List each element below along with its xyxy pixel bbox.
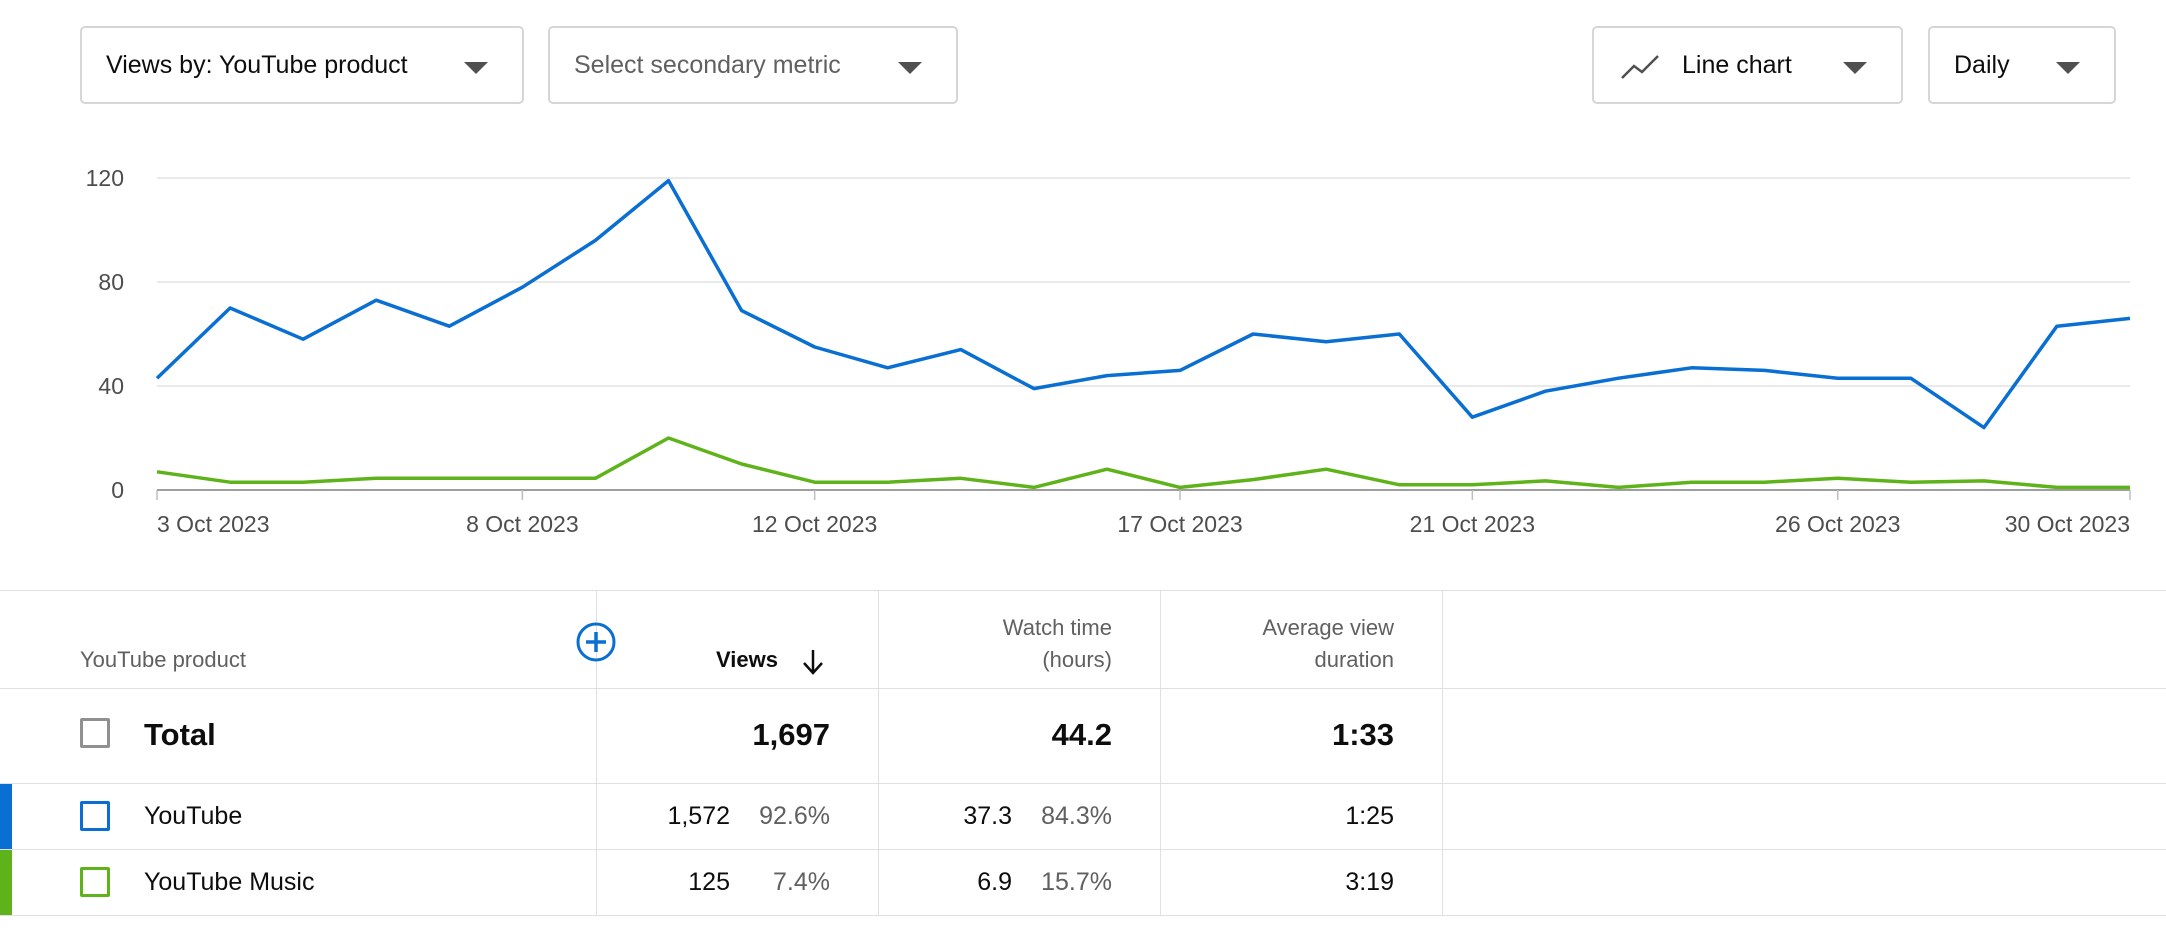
- youtube-music-avg-duration: 3:19: [1345, 868, 1394, 896]
- avg-duration-header-line2: duration: [1314, 647, 1394, 672]
- secondary-metric-placeholder: Select secondary metric: [574, 50, 841, 79]
- column-divider: [596, 590, 597, 916]
- youtube-checkbox[interactable]: [80, 801, 110, 831]
- youtube-music-watch-time-pct: 15.7%: [1041, 868, 1112, 896]
- watch-time-header[interactable]: Watch time (hours): [1003, 612, 1112, 676]
- chevron-down-icon: [898, 62, 922, 74]
- watch-time-header-line1: Watch time: [1002, 615, 1112, 640]
- youtube-music-views: 125: [688, 868, 730, 896]
- table-divider: [0, 915, 2166, 916]
- period-label: Daily: [1954, 50, 2010, 79]
- column-divider: [1442, 590, 1443, 916]
- x-tick-label: 26 Oct 2023: [1775, 511, 1900, 537]
- line-chart-icon: [1621, 55, 1659, 79]
- period-dropdown[interactable]: Daily: [1928, 26, 2116, 104]
- x-tick-label: 8 Oct 2023: [466, 511, 579, 537]
- x-tick-label: 3 Oct 2023: [157, 511, 270, 537]
- column-divider: [878, 590, 879, 916]
- chevron-down-icon: [2056, 62, 2080, 74]
- table-divider: [0, 783, 2166, 784]
- total-views: 1,697: [752, 717, 830, 752]
- chevron-down-icon: [1843, 62, 1867, 74]
- x-tick-label: 30 Oct 2023: [2005, 511, 2130, 537]
- arrow-down-icon[interactable]: [800, 648, 826, 676]
- watch-time-header-line2: (hours): [1042, 647, 1112, 672]
- add-metric-icon[interactable]: [576, 622, 616, 662]
- metrics-table: YouTube product Views Watch time (hours)…: [0, 590, 2166, 916]
- x-tick-label: 17 Oct 2023: [1117, 511, 1242, 537]
- x-tick-label: 12 Oct 2023: [752, 511, 877, 537]
- youtube-music-watch-time: 6.9: [977, 868, 1012, 896]
- y-tick-label: 40: [98, 373, 124, 399]
- y-tick-label: 120: [86, 165, 124, 191]
- views-by-dropdown[interactable]: Views by: YouTube product: [80, 26, 524, 104]
- views-header[interactable]: Views: [716, 647, 778, 672]
- youtube-series-color-bar: [0, 784, 12, 849]
- avg-duration-header-line1: Average view: [1262, 615, 1394, 640]
- avg-duration-header[interactable]: Average view duration: [1262, 612, 1394, 676]
- youtube-views: 1,572: [667, 802, 730, 830]
- views-line-chart: 0 40 80 120 3 Oct 2023 8 Oct 2023 12 Oct 2023 1…: [86, 165, 2131, 537]
- youtube-music-series-line[interactable]: [156, 436, 2130, 490]
- table-divider: [0, 590, 2166, 591]
- chart-type-label: Line chart: [1682, 50, 1792, 79]
- total-watch-time: 44.2: [1051, 717, 1112, 752]
- youtube-music-series-color-bar: [0, 850, 12, 915]
- chart-type-dropdown[interactable]: Line chart: [1592, 26, 1903, 104]
- youtube-watch-time-pct: 84.3%: [1041, 802, 1112, 830]
- y-tick-label: 0: [111, 477, 124, 503]
- table-divider: [0, 688, 2166, 689]
- total-checkbox[interactable]: [80, 718, 110, 748]
- table-divider: [0, 849, 2166, 850]
- total-avg-duration: 1:33: [1331, 717, 1394, 752]
- total-label: Total: [144, 717, 216, 752]
- youtube-music-views-pct: 7.4%: [773, 868, 830, 896]
- youtube-watch-time: 37.3: [963, 802, 1012, 830]
- dimension-header: YouTube product: [80, 647, 246, 672]
- y-tick-label: 80: [98, 269, 124, 295]
- secondary-metric-dropdown[interactable]: Select secondary metric: [548, 26, 958, 104]
- views-by-label: Views by: YouTube product: [106, 50, 408, 79]
- youtube-music-checkbox[interactable]: [80, 867, 110, 897]
- youtube-avg-duration: 1:25: [1345, 802, 1394, 830]
- x-tick-label: 21 Oct 2023: [1410, 511, 1535, 537]
- chevron-down-icon: [464, 62, 488, 74]
- youtube-series-line[interactable]: [155, 178, 2131, 430]
- youtube-views-pct: 92.6%: [759, 802, 830, 830]
- column-divider: [1160, 590, 1161, 916]
- youtube-music-label: YouTube Music: [144, 868, 315, 896]
- youtube-label: YouTube: [144, 802, 243, 830]
